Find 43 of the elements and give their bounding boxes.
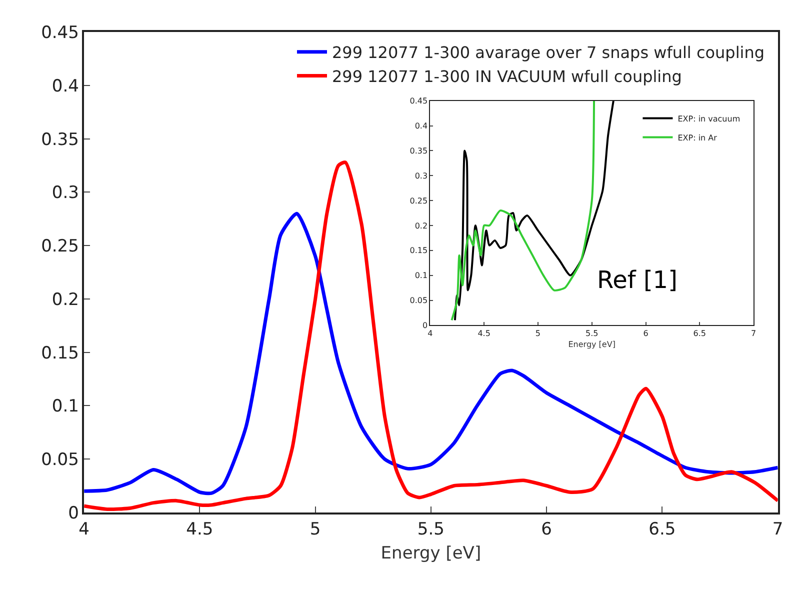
x-tick-label: 4	[78, 520, 90, 540]
y-tick-label: 0.2	[414, 221, 428, 230]
legend-label: EXP: in vacuum	[678, 114, 740, 124]
x-axis-title: Energy [eV]	[380, 543, 482, 564]
y-tick-label: 0	[68, 503, 79, 524]
annotation: Ref [1]	[597, 266, 678, 294]
x-tick-label: 7	[751, 328, 756, 338]
y-tick-label: 0.2	[52, 290, 79, 310]
legend-label: 299 12077 1-300 IN VACUUM wfull coupling	[332, 66, 682, 86]
x-axis-title: Energy [eV]	[568, 340, 616, 349]
y-tick-label: 0.15	[410, 246, 428, 256]
x-tick-label: 5	[535, 328, 541, 338]
x-tick-label: 7	[772, 520, 784, 540]
legend-label: EXP: in Ar	[678, 133, 718, 142]
line-series	[84, 160, 778, 511]
line-series	[84, 212, 778, 496]
y-tick-label: 0.25	[41, 236, 79, 257]
y-tick-label: 0.1	[52, 396, 79, 417]
y-tick-label: 0.3	[52, 183, 79, 204]
y-tick-label: 0.35	[410, 146, 428, 156]
x-tick-label: 4.5	[186, 520, 214, 540]
y-tick-label: 0	[422, 320, 428, 330]
x-tick-label: 5	[310, 520, 321, 540]
y-tick-label: 0.4	[52, 76, 79, 96]
x-tick-label: 6	[541, 520, 552, 540]
y-tick-label: 0.45	[41, 23, 79, 44]
x-tick-label: 5.5	[417, 520, 444, 540]
y-tick-label: 0.3	[414, 171, 428, 180]
y-tick-label: 0.45	[410, 96, 428, 106]
y-tick-label: 0.05	[410, 296, 428, 306]
legend-label: 299 12077 1-300 avarage over 7 snaps wfull coupling	[332, 43, 765, 62]
x-tick-label: 4.5	[478, 328, 490, 338]
x-tick-label: 6.5	[648, 520, 676, 540]
y-tick-label: 0.05	[41, 450, 79, 470]
y-tick-label: 0.1	[414, 271, 428, 280]
y-tick-label: 0.25	[410, 196, 428, 206]
y-tick-label: 0.4	[414, 122, 428, 131]
y-tick-label: 0.35	[41, 130, 79, 150]
x-tick-label: 6	[643, 328, 648, 338]
x-tick-label: 4	[428, 328, 433, 338]
y-tick-label: 0.15	[41, 343, 79, 364]
x-tick-label: 5.5	[585, 328, 598, 338]
x-tick-label: 6.5	[693, 328, 706, 338]
